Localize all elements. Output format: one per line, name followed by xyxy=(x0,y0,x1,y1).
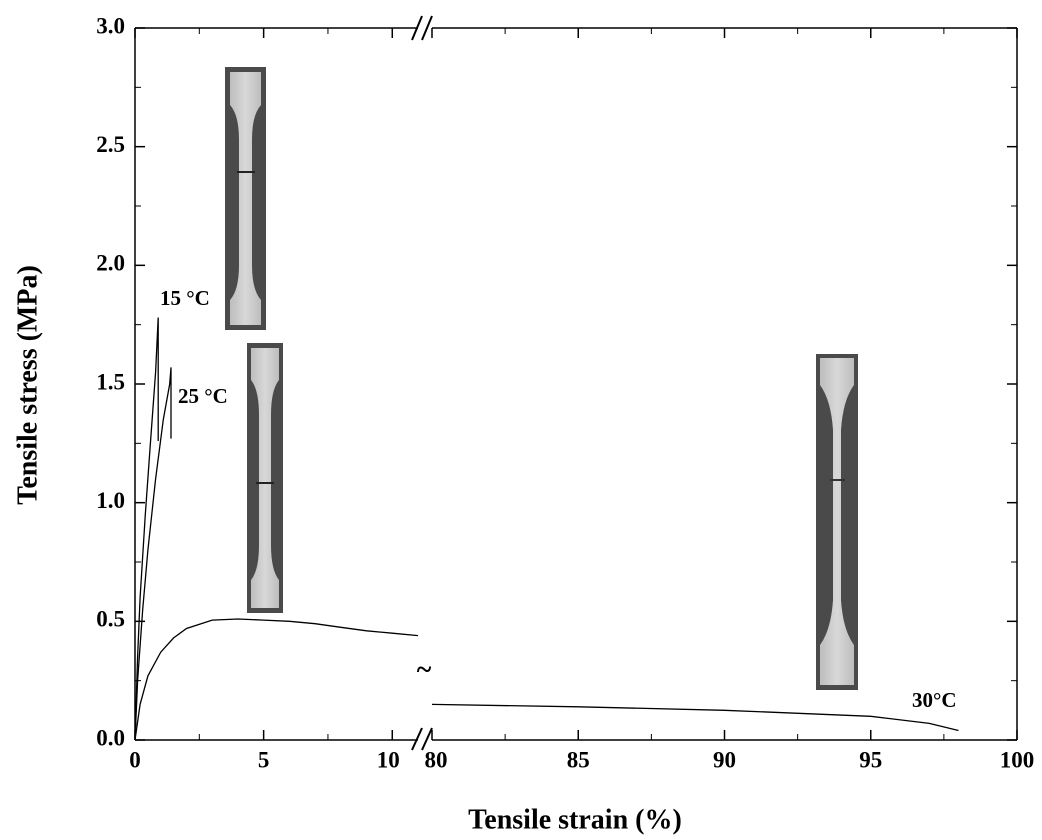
y-tick-label: 0.5 xyxy=(96,607,125,632)
specimen-photo xyxy=(225,67,266,330)
x-tick-label: 5 xyxy=(258,747,270,772)
specimen-photo xyxy=(247,343,283,613)
series-label: 25 °C xyxy=(178,384,228,408)
x-tick-label: 95 xyxy=(859,747,882,772)
x-tick-label: 0 xyxy=(129,747,141,772)
y-tick-label: 1.5 xyxy=(96,369,125,394)
x-tick-label: 80 xyxy=(425,747,448,772)
y-tick-label: 2.0 xyxy=(96,251,125,276)
x-tick-label: 100 xyxy=(1000,747,1035,772)
x-tick-label: 90 xyxy=(713,747,736,772)
y-tick-label: 3.0 xyxy=(96,13,125,38)
y-axis-title: Tensile stress (MPa) xyxy=(12,265,43,505)
x-axis-title: Tensile strain (%) xyxy=(468,804,682,835)
y-tick-label: 1.0 xyxy=(96,488,125,513)
x-tick-label: 10 xyxy=(377,747,400,772)
series-line xyxy=(134,618,959,741)
series-line xyxy=(134,317,159,741)
series-line xyxy=(134,367,172,741)
x-tick-label: 85 xyxy=(567,747,590,772)
specimen-photo xyxy=(816,354,858,690)
series-label: 15 °C xyxy=(160,286,210,310)
annotation: ~ xyxy=(417,654,432,685)
y-tick-label: 2.5 xyxy=(96,132,125,157)
y-tick-label: 0.0 xyxy=(96,725,125,750)
series-label: 30°C xyxy=(912,688,957,712)
